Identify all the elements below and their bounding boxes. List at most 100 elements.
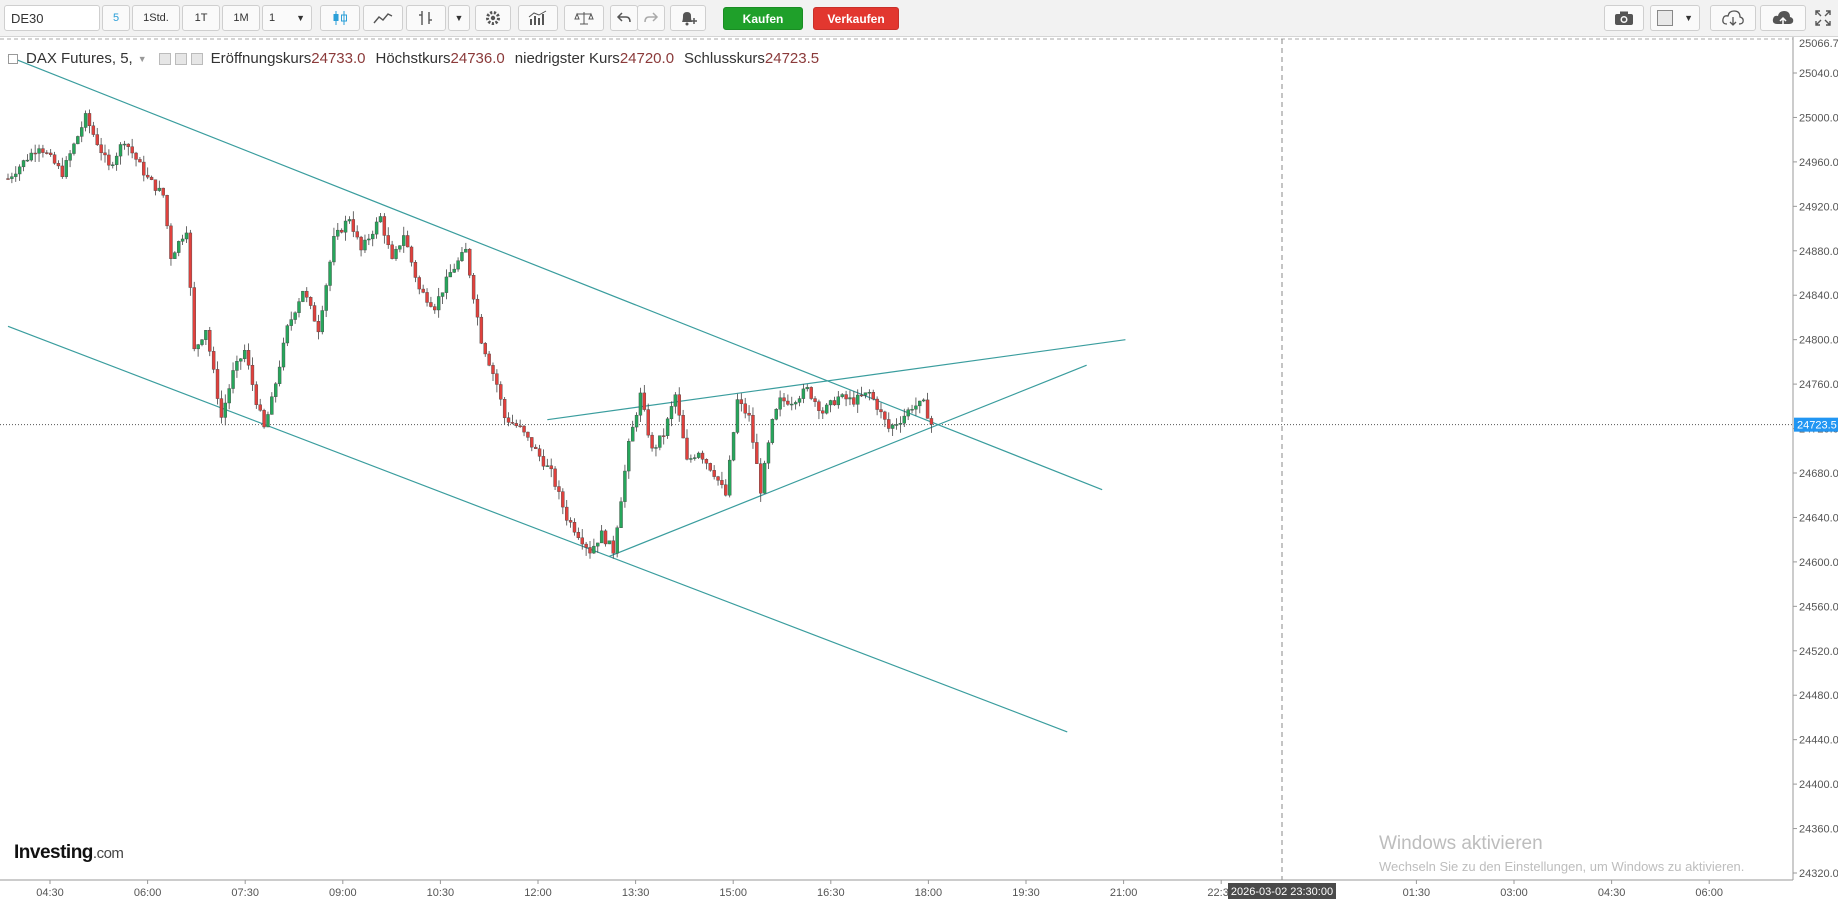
multiplier-dropdown[interactable]: 1 ▼ <box>262 5 312 31</box>
candle-body <box>506 417 511 423</box>
candle <box>720 471 724 489</box>
trendline <box>7 325 1068 733</box>
compare-button[interactable] <box>564 5 604 31</box>
y-tick-label: 24880.0 <box>1799 246 1838 258</box>
candle-body <box>312 305 317 322</box>
candle <box>161 187 165 198</box>
logo-brand: Investing <box>14 842 93 863</box>
price-chart[interactable]: 25040.0 25000.0 24960.0 24920.0 24880.0 24840… <box>0 37 1838 901</box>
candle <box>782 392 786 408</box>
investing-logo: Investing.com <box>14 842 124 864</box>
candle <box>126 143 130 156</box>
fullscreen-button[interactable] <box>1810 5 1836 31</box>
candle-body <box>153 179 158 191</box>
undo-button[interactable] <box>610 5 638 31</box>
candle-body <box>774 409 778 420</box>
candle <box>879 402 883 419</box>
candle <box>464 242 468 253</box>
candle <box>724 479 728 497</box>
layout-dropdown[interactable]: ▼ <box>1650 5 1700 31</box>
candle <box>33 144 37 163</box>
candle-body <box>130 146 134 154</box>
indicators-button[interactable] <box>363 5 403 31</box>
candle <box>72 142 76 156</box>
candle <box>700 450 705 464</box>
candle <box>565 500 569 526</box>
candle-body <box>856 394 860 405</box>
candles-chart-type-button[interactable] <box>320 5 360 31</box>
symbol-input[interactable]: DE30 <box>4 5 100 31</box>
candle <box>576 527 581 540</box>
candle <box>390 240 394 260</box>
candle-body <box>359 236 363 251</box>
candle-body <box>14 173 18 177</box>
candle-body <box>514 423 518 427</box>
candle-body <box>440 292 445 297</box>
redo-button[interactable] <box>637 5 665 31</box>
y-tick-label: 25000.0 <box>1799 112 1838 124</box>
remove-square-icon[interactable] <box>190 52 203 65</box>
candle <box>665 416 670 439</box>
candle-body <box>627 441 631 472</box>
candle <box>840 393 844 399</box>
candle <box>305 287 309 303</box>
visibility-toggle-icon[interactable] <box>158 52 171 65</box>
studies-icon <box>528 10 547 25</box>
candle-body <box>289 319 293 326</box>
chart-type-dropdown[interactable]: ▼ <box>448 5 470 31</box>
sell-button[interactable]: Verkaufen <box>813 7 899 30</box>
candle-body <box>630 426 635 442</box>
candle <box>138 157 142 163</box>
candle <box>76 135 80 145</box>
settings-square-icon[interactable] <box>174 52 187 65</box>
candle <box>716 475 720 486</box>
buy-button[interactable]: Kaufen <box>723 7 803 30</box>
candle-body <box>890 424 895 429</box>
candle-body <box>266 414 270 428</box>
candle-body <box>285 325 290 344</box>
x-tick-label: 21:00 <box>1110 887 1138 899</box>
candle-body <box>568 520 573 523</box>
interval-1d-button[interactable]: 1T <box>182 5 220 31</box>
candle-body <box>727 459 732 496</box>
candle-body <box>677 394 681 416</box>
candle-body <box>231 370 235 389</box>
candle-body <box>510 422 515 424</box>
load-chart-button[interactable] <box>1710 5 1756 31</box>
candle-body <box>421 288 425 293</box>
candle <box>456 257 460 272</box>
y-tick-label: 24360.0 <box>1799 824 1838 836</box>
interval-1m-button[interactable]: 1M <box>222 5 260 31</box>
screenshot-button[interactable] <box>1604 5 1644 31</box>
y-tick-label: 24320.0 <box>1799 868 1838 880</box>
candle-body <box>844 394 848 400</box>
scale-icon <box>574 12 594 25</box>
candle <box>650 432 654 452</box>
candle <box>778 390 782 417</box>
candle-body <box>700 452 705 460</box>
candle-body <box>21 160 26 168</box>
candle-body <box>169 225 173 259</box>
watermark-subtitle: Wechseln Sie zu den Einstellungen, um Wi… <box>1379 859 1745 874</box>
interval-5-button[interactable]: 5 <box>102 5 130 31</box>
settings-button[interactable] <box>475 5 511 31</box>
candle <box>526 431 530 441</box>
candle <box>766 440 771 470</box>
save-chart-button[interactable] <box>1760 5 1806 31</box>
candle-body <box>409 246 414 263</box>
candle <box>421 284 425 294</box>
candle-body <box>522 425 526 433</box>
candle-body <box>103 152 107 156</box>
drawing-tools-button[interactable] <box>406 5 446 31</box>
y-tick-label: 24480.0 <box>1799 690 1838 702</box>
candle <box>580 529 584 550</box>
chevron-down-icon: ▼ <box>296 13 305 23</box>
candle-body <box>848 397 852 400</box>
alert-button[interactable] <box>670 5 706 31</box>
candle <box>530 437 534 452</box>
candle-body <box>751 415 755 443</box>
studies-button[interactable] <box>518 5 558 31</box>
legend-dropdown-chevron-icon[interactable]: ▼ <box>137 53 147 64</box>
candle-body <box>468 248 472 276</box>
interval-1h-button[interactable]: 1Std. <box>132 5 180 31</box>
